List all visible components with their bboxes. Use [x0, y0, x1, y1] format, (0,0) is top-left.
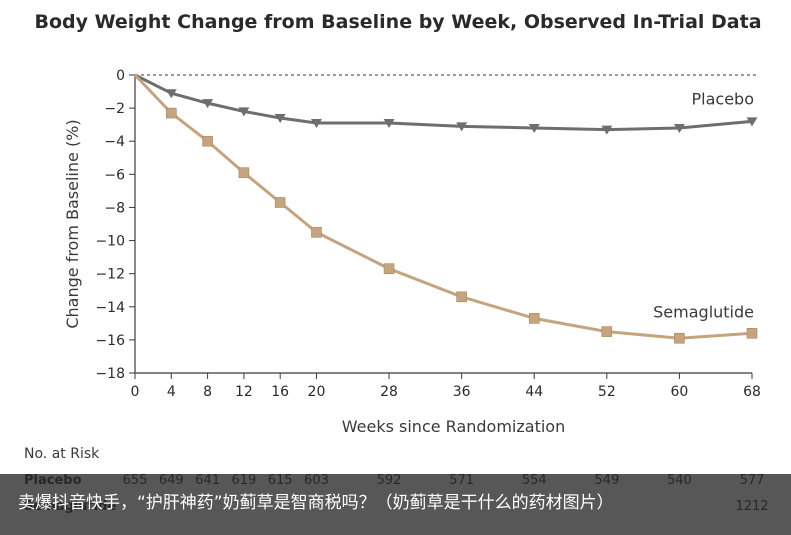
- x-tick-label: 44: [525, 384, 543, 400]
- semaglutide-point: [238, 167, 250, 178]
- x-tick-label: 28: [380, 384, 398, 400]
- x-ticks: 0 4 8 12 16 20 28 36 44 52 60 68: [131, 373, 761, 400]
- semaglutide-line: [133, 73, 753, 340]
- series-layer: [133, 73, 758, 344]
- x-tick-label: 12: [235, 384, 253, 400]
- placebo-point: [274, 114, 286, 124]
- semaglutide-point: [601, 326, 613, 337]
- x-tick-label: 4: [167, 384, 176, 400]
- semaglutide-point: [165, 107, 177, 119]
- semaglutide-point: [383, 263, 395, 275]
- y-tick-label: −14: [95, 300, 125, 316]
- placebo-point: [456, 122, 468, 132]
- semaglutide-point: [674, 332, 685, 344]
- semaglutide-point: [274, 197, 286, 208]
- chart-title: Body Weight Change from Baseline by Week…: [34, 11, 761, 33]
- placebo-point: [528, 123, 540, 133]
- semaglutide-point: [746, 327, 758, 339]
- x-tick-label: 8: [203, 384, 212, 400]
- placebo-point: [601, 125, 613, 135]
- semaglutide-point: [311, 226, 322, 238]
- x-axis-label: Weeks since Randomization: [342, 417, 565, 436]
- semaglutide-point: [202, 135, 213, 147]
- y-axis-label: Change from Baseline (%): [63, 119, 82, 328]
- x-tick-label: 36: [453, 384, 471, 400]
- semaglutide-series-label: Semaglutide: [653, 302, 754, 321]
- at-risk-heading: No. at Risk: [24, 446, 100, 462]
- x-tick-label: 16: [271, 384, 289, 400]
- caption-text: 卖爆抖音快手，“护肝神药”奶蓟草是智商税吗？（奶蓟草是干什么的药材图片）: [18, 493, 614, 513]
- placebo-series-label: Placebo: [692, 89, 754, 108]
- y-tick-label: −12: [95, 267, 125, 283]
- y-tick-label: −10: [95, 234, 125, 250]
- placebo-point: [673, 123, 685, 133]
- y-tick-label: −16: [95, 333, 125, 349]
- y-tick-label: −6: [104, 167, 125, 183]
- y-tick-label: −2: [104, 101, 125, 117]
- placebo-point: [165, 89, 177, 99]
- series-labels: Placebo Semaglutide: [653, 89, 754, 321]
- placebo-line: [134, 73, 753, 132]
- semaglutide-point: [456, 291, 467, 303]
- x-tick-label: 0: [131, 384, 140, 400]
- x-tick-label: 52: [598, 384, 616, 400]
- semaglutide-point: [528, 313, 540, 324]
- y-tick-label: −18: [95, 366, 125, 382]
- y-tick-label: −8: [104, 200, 125, 216]
- placebo-point: [238, 107, 250, 117]
- y-tick-label: −4: [104, 134, 125, 150]
- x-tick-label: 20: [308, 384, 326, 400]
- caption-overlay: [0, 474, 791, 535]
- plot-area: 0 −2 −4 −6 −8 −10 −12 −14 −16 −18 0 4 8 12 16 20 28 36 44…: [95, 68, 760, 400]
- y-tick-label: 0: [116, 68, 125, 84]
- placebo-point: [383, 119, 395, 129]
- placebo-point: [310, 119, 322, 129]
- y-ticks: 0 −2 −4 −6 −8 −10 −12 −14 −16 −18: [95, 68, 135, 382]
- x-tick-label: 60: [670, 384, 688, 400]
- x-tick-label: 68: [743, 384, 761, 400]
- placebo-point: [746, 117, 758, 127]
- placebo-point: [202, 99, 214, 109]
